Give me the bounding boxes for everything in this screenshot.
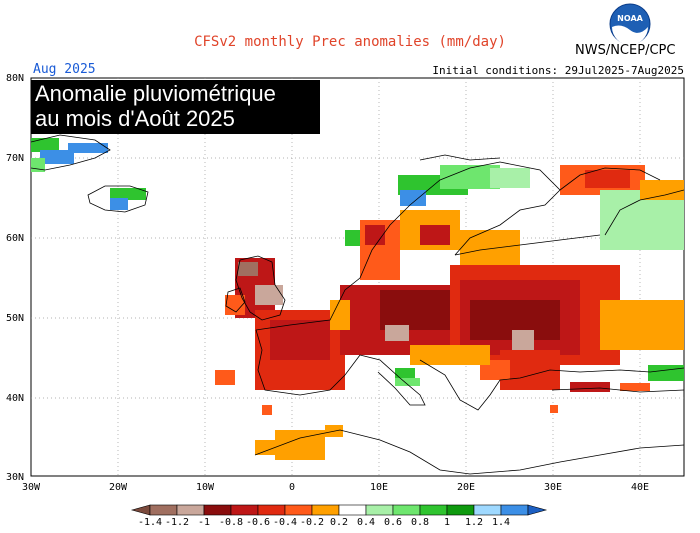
lon-label: 10W bbox=[196, 482, 215, 493]
lon-label: 10E bbox=[370, 482, 388, 493]
legend-swatch bbox=[311, 504, 340, 516]
legend-tick-label: -0.6 bbox=[246, 517, 270, 528]
legend-tick-label: -0.8 bbox=[219, 517, 243, 528]
legend-tick-label: 0.6 bbox=[384, 517, 402, 528]
legend-tick-label: 1 bbox=[444, 517, 450, 528]
legend-swatch bbox=[500, 504, 529, 516]
legend-tick-label: 0.2 bbox=[330, 517, 348, 528]
lon-labels: 30W 20W 10W 0 10E 20E 30E 40E bbox=[22, 482, 649, 493]
caption-line-2: au mois d'Août 2025 bbox=[35, 106, 235, 131]
lon-label: 30W bbox=[22, 482, 41, 493]
legend-tick-label: -1 bbox=[198, 517, 210, 528]
coastlines bbox=[30, 134, 685, 475]
legend-swatch bbox=[284, 504, 313, 516]
lat-label: 40N bbox=[6, 393, 24, 404]
legend-swatch bbox=[365, 504, 394, 516]
legend-tick-label: -0.4 bbox=[273, 517, 297, 528]
legend-tick-label: 1.4 bbox=[492, 517, 510, 528]
legend-swatch bbox=[176, 504, 205, 516]
lon-label: 20E bbox=[457, 482, 475, 493]
legend-tick-label: -1.2 bbox=[165, 517, 189, 528]
lon-label: 0 bbox=[289, 482, 295, 493]
legend-swatch bbox=[392, 504, 421, 516]
lon-label: 30E bbox=[544, 482, 562, 493]
caption-overlay: Anomalie pluviométrique au mois d'Août 2… bbox=[31, 80, 320, 134]
lon-label: 20W bbox=[109, 482, 128, 493]
caption-line-1: Anomalie pluviométrique bbox=[35, 81, 276, 106]
legend-swatch bbox=[473, 504, 502, 516]
legend-labels: -1.4 -1.2 -1 -0.8 -0.6 -0.4 -0.2 0.2 0.4 0.6 0.8 1 1… bbox=[138, 517, 510, 528]
legend-swatch bbox=[446, 504, 475, 516]
initial-conditions: Initial conditions: 29Jul2025-7Aug2025 bbox=[432, 64, 684, 77]
legend-tick-label: 0.4 bbox=[357, 517, 375, 528]
lat-labels: 80N 70N 60N 50N 40N 30N bbox=[6, 73, 24, 483]
legend-swatch bbox=[419, 504, 448, 516]
legend-tick-label: -0.2 bbox=[300, 517, 324, 528]
legend-swatch bbox=[203, 504, 232, 516]
lat-label: 30N bbox=[6, 472, 24, 483]
legend-tick-label: -1.4 bbox=[138, 517, 162, 528]
legend-swatch bbox=[149, 504, 178, 516]
noaa-logo: NOAA bbox=[609, 3, 651, 45]
legend-swatch bbox=[130, 504, 151, 516]
lat-label: 60N bbox=[6, 233, 24, 244]
legend-tick-label: 1.2 bbox=[465, 517, 483, 528]
map-title: CFSv2 monthly Prec anomalies (mm/day) bbox=[194, 34, 506, 50]
agency-label: NWS/NCEP/CPC bbox=[575, 43, 676, 58]
lat-label: 70N bbox=[6, 153, 24, 164]
forecast-month: Aug 2025 bbox=[33, 62, 96, 77]
legend-swatch bbox=[527, 504, 548, 516]
lat-label: 80N bbox=[6, 73, 24, 84]
lat-label: 50N bbox=[6, 313, 24, 324]
legend-tick-label: 0.8 bbox=[411, 517, 429, 528]
legend-swatch bbox=[338, 504, 367, 516]
lon-label: 40E bbox=[631, 482, 649, 493]
noaa-logo-text: NOAA bbox=[617, 14, 643, 23]
legend-swatch bbox=[257, 504, 286, 516]
legend-swatch bbox=[230, 504, 259, 516]
color-legend bbox=[130, 504, 548, 516]
